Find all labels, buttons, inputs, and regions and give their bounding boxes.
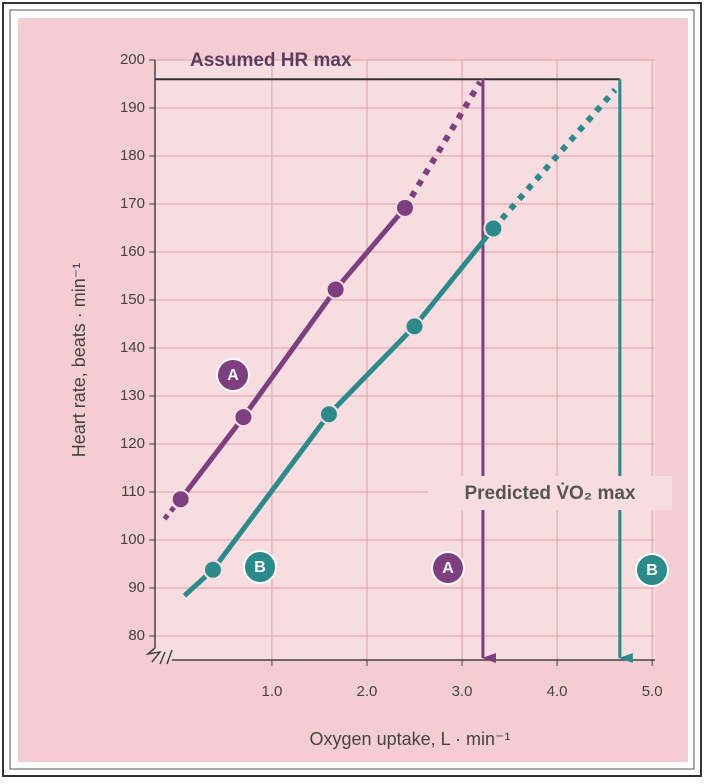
data-point [170, 489, 191, 510]
y-tick-label: 130 [120, 387, 145, 404]
series-badge [635, 553, 669, 587]
series-badge-label: A [227, 367, 239, 384]
grid [155, 59, 655, 660]
series-badge [216, 358, 250, 392]
fit-extension [402, 80, 483, 210]
y-tick-label: 190 [120, 99, 145, 116]
x-axis-title: Oxygen uptake, L · min⁻¹ [310, 729, 511, 749]
y-tick-label: 90 [128, 579, 145, 596]
series-badge-label: A [442, 560, 454, 577]
y-tick-label: 120 [120, 435, 145, 452]
y-tick-label: 160 [120, 243, 145, 260]
series-line [178, 206, 407, 501]
y-tick-label: 180 [120, 147, 145, 164]
x-tick-label: 5.0 [642, 683, 663, 700]
inner-frame [9, 9, 695, 770]
data-point [395, 197, 415, 218]
data-point [202, 559, 223, 580]
y-axis-title: Heart rate, beats · min⁻¹ [69, 263, 89, 458]
data-point [233, 407, 254, 428]
data-point [325, 279, 346, 300]
vo2-label-bg [428, 476, 672, 510]
x-tick-label: 3.0 [452, 683, 473, 700]
y-tick-label: 200 [120, 51, 145, 68]
x-tick-label: 2.0 [357, 683, 378, 700]
series-badge [243, 550, 277, 584]
y-tick-label: 110 [121, 483, 145, 500]
y-tick-label: 80 [128, 627, 145, 644]
x-tick-label: 1.0 [261, 683, 282, 700]
x-tick-label: 4.0 [547, 683, 568, 700]
series-badge [431, 551, 465, 585]
series-badge-label: B [254, 559, 266, 576]
fit-extension [491, 87, 618, 231]
y-tick-label: 150 [120, 291, 145, 308]
hr-max-label: Assumed HR max [190, 50, 352, 71]
y-tick-label: 170 [120, 195, 145, 212]
series-line [210, 226, 496, 572]
axis-break [145, 647, 173, 665]
data-point [318, 404, 339, 425]
data-point [404, 316, 425, 337]
y-tick-label: 100 [120, 531, 145, 548]
series-badge-label: B [646, 562, 658, 579]
vo2-label: Predicted V̇O₂ max [464, 482, 635, 504]
data-point [483, 218, 504, 239]
y-tick-label: 140 [120, 339, 145, 356]
